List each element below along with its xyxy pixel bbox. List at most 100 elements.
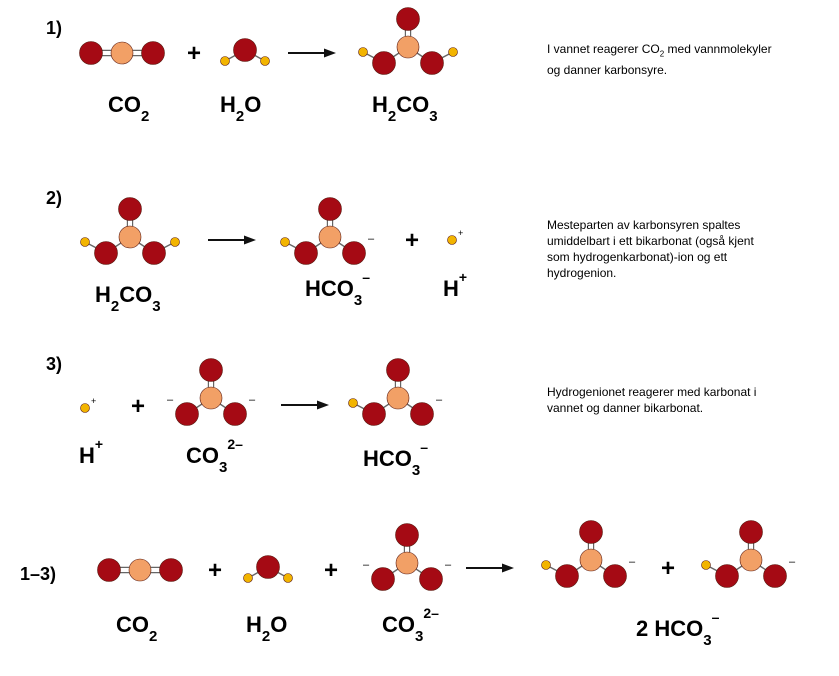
carbonate-ion: – – bbox=[167, 358, 256, 426]
reaction-arrow bbox=[208, 235, 256, 245]
formula-part: H bbox=[95, 282, 111, 307]
arrow-head bbox=[317, 400, 329, 410]
hydrogen-atom bbox=[348, 398, 358, 408]
hydrogen-atom bbox=[170, 237, 180, 247]
oxygen-atom bbox=[256, 555, 280, 579]
formula-part: CO bbox=[116, 612, 149, 637]
step-3-description-line: Hydrogenionet reagerer med karbonat i bbox=[547, 385, 757, 399]
hydrogen-atom bbox=[448, 47, 458, 57]
carbonate-ion: – – bbox=[363, 523, 452, 591]
charge-sign: + bbox=[91, 396, 96, 406]
hydrogen-atom bbox=[541, 560, 551, 570]
arrow-head bbox=[244, 235, 256, 245]
step-number: 3) bbox=[46, 354, 62, 374]
oxygen-atom bbox=[371, 567, 395, 591]
h2co3-label: H2CO3 bbox=[372, 92, 438, 125]
carbon-atom bbox=[395, 551, 419, 575]
plus-operator: + bbox=[187, 40, 201, 67]
oxygen-atom bbox=[233, 38, 257, 62]
carbon-atom bbox=[739, 548, 763, 572]
formula-part: 2 bbox=[262, 628, 270, 645]
bicarbonate-label: HCO3– bbox=[363, 439, 428, 479]
hydrogen-atom bbox=[243, 573, 253, 583]
step-2-description-line: som hydrogenkarbonat)-ion og ett bbox=[547, 250, 728, 264]
oxygen-atom bbox=[715, 564, 739, 588]
step-number: 2) bbox=[46, 188, 62, 208]
bicarbonate-label: 2 HCO3– bbox=[636, 609, 720, 649]
formula-part: + bbox=[95, 436, 103, 452]
step-2-description-line: umiddelbart i ett bikarbonat (også kjent bbox=[547, 234, 754, 248]
charge-sign: – bbox=[249, 394, 256, 406]
step-2-description: Mesteparten av karbonsyren spaltes umidd… bbox=[547, 217, 832, 281]
oxygen-atom bbox=[372, 51, 396, 75]
oxygen-atom bbox=[223, 402, 247, 426]
formula-part: CO bbox=[396, 92, 429, 117]
carbon-atom bbox=[118, 225, 142, 249]
formula-part: H bbox=[443, 276, 459, 301]
formula-part: 3 bbox=[703, 632, 711, 649]
oxygen-atom bbox=[410, 402, 434, 426]
carbon-atom bbox=[579, 548, 603, 572]
oxygen-atom bbox=[386, 358, 410, 382]
step-number: 1) bbox=[46, 18, 62, 38]
formula-part: HCO bbox=[363, 446, 412, 471]
charge-sign: – bbox=[363, 559, 370, 571]
reaction-arrow bbox=[288, 48, 336, 58]
oxygen-atom bbox=[739, 520, 763, 544]
plus-operator: + bbox=[131, 393, 145, 420]
formula-part: H bbox=[372, 92, 388, 117]
formula-part: 2 bbox=[236, 108, 244, 125]
oxygen-atom bbox=[362, 402, 386, 426]
oxygen-atom bbox=[555, 564, 579, 588]
oxygen-atom bbox=[763, 564, 787, 588]
step-1-description-part: I vannet reagerer CO bbox=[547, 42, 660, 56]
step-1-description-sub: 2 bbox=[659, 49, 665, 59]
oxygen-atom bbox=[342, 241, 366, 265]
oxygen-atom bbox=[159, 558, 183, 582]
oxygen-atom bbox=[94, 241, 118, 265]
step-1-description-part: med vannmolekyler bbox=[664, 42, 772, 56]
hydrogen-atom bbox=[280, 237, 290, 247]
step-3-description-line: vannet og danner bikarbonat. bbox=[547, 401, 704, 415]
formula-part: – bbox=[712, 609, 720, 625]
bicarbonate-ion: – bbox=[541, 520, 636, 588]
formula-part: 3 bbox=[429, 108, 437, 125]
charge-sign: – bbox=[445, 559, 452, 571]
carbon-atom bbox=[110, 41, 134, 65]
formula-part: H bbox=[79, 443, 95, 468]
co2-molecule bbox=[97, 558, 183, 582]
plus-operator: + bbox=[405, 227, 419, 254]
hydrogen-atom bbox=[80, 403, 90, 413]
h2co3-molecule bbox=[80, 197, 180, 265]
step-number: 1–3) bbox=[20, 564, 56, 584]
h2o-molecule bbox=[220, 38, 270, 66]
oxygen-atom bbox=[603, 564, 627, 588]
oxygen-atom bbox=[142, 241, 166, 265]
formula-part: H bbox=[220, 92, 236, 117]
bicarbonate-ion: – bbox=[280, 197, 375, 265]
charge-sign: – bbox=[789, 556, 796, 568]
hydrogen-ion-label: H+ bbox=[79, 436, 103, 468]
hydrogen-atom bbox=[220, 56, 230, 66]
oxygen-atom bbox=[419, 567, 443, 591]
charge-sign: – bbox=[167, 394, 174, 406]
carbon-atom bbox=[386, 386, 410, 410]
co2-label: CO2 bbox=[108, 92, 149, 125]
formula-part: H bbox=[246, 612, 262, 637]
hydrogen-atom bbox=[447, 235, 457, 245]
formula-part: CO bbox=[119, 282, 152, 307]
oxygen-atom bbox=[199, 358, 223, 382]
step-1-description: I vannet reagerer CO2 med vannmolekyler … bbox=[547, 41, 827, 78]
hydrogen-ion: + bbox=[80, 396, 96, 413]
formula-part: CO bbox=[382, 612, 415, 637]
carbonate-label: CO32– bbox=[186, 436, 243, 476]
co2-molecule bbox=[79, 41, 165, 65]
formula-part: 2 bbox=[388, 108, 396, 125]
formula-part: 2– bbox=[227, 436, 243, 452]
oxygen-atom bbox=[175, 402, 199, 426]
formula-part: 2 bbox=[111, 298, 119, 315]
formula-part: 3 bbox=[354, 292, 362, 309]
h2o-label: H2O bbox=[246, 612, 287, 645]
step-2-description-line: hydrogenion. bbox=[547, 266, 617, 280]
